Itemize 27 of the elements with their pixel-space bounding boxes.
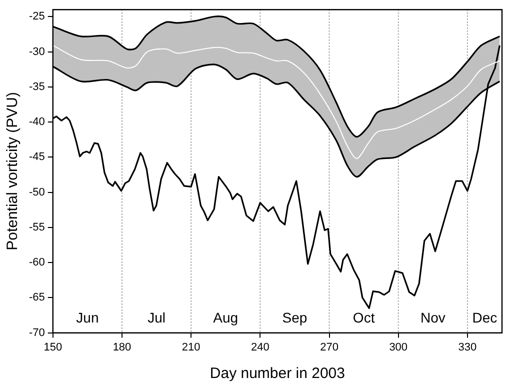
annotation: Aug	[213, 310, 238, 326]
annotation: Dec	[472, 310, 498, 326]
x-tick-label: 240	[250, 341, 270, 354]
annotation: Jun	[76, 310, 99, 326]
x-tick-label: 330	[458, 341, 477, 354]
y-axis-title: Potential vorticity (PVU)	[4, 92, 22, 250]
annotation: Nov	[420, 310, 446, 326]
x-tick-label: 210	[182, 341, 200, 354]
x-tick-label: 300	[389, 341, 408, 354]
x-tick-label: 180	[112, 341, 132, 354]
x-axis-title: Day number in 2003	[210, 365, 345, 382]
annotation: Oct	[352, 310, 375, 326]
line-series	[52, 44, 500, 160]
y-tick-label: -50	[28, 186, 45, 198]
y-tick-label: -70	[28, 326, 45, 339]
y-tick-label: -40	[28, 116, 45, 128]
y-tick-label: -35	[28, 80, 45, 93]
annotation: Sep	[282, 310, 308, 326]
y-tick-label: -45	[28, 151, 45, 164]
y-tick-label: -60	[28, 256, 45, 269]
x-tick-label: 270	[320, 341, 338, 354]
y-tick-label: -65	[28, 292, 45, 304]
annotation: Jul	[148, 310, 166, 326]
y-tick-label: -55	[28, 221, 45, 234]
x-tick-label: 150	[44, 341, 62, 354]
y-tick-label: -25	[28, 10, 45, 23]
y-tick-label: -30	[28, 46, 45, 58]
